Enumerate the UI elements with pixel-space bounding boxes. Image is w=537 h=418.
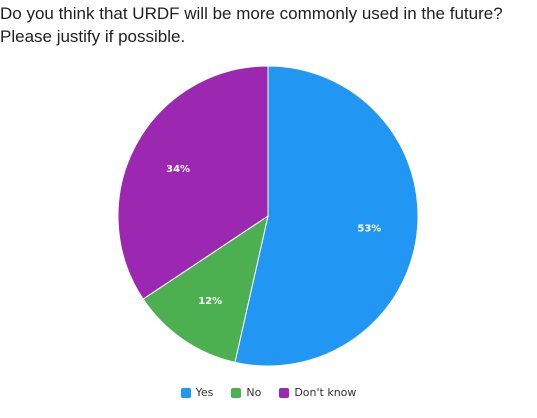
- chart-title: Do you think that URDF will be more comm…: [0, 4, 503, 46]
- slice-label-don-t-know: 34%: [166, 164, 190, 175]
- legend: Yes No Don't know: [0, 386, 537, 399]
- legend-swatch-yes: [180, 387, 191, 398]
- legend-swatch-no: [231, 387, 242, 398]
- pie-slice-no[interactable]: [142, 214, 269, 363]
- slice-labels: 53% 12% 34%: [166, 164, 381, 307]
- pie-slice-don-t-know[interactable]: [117, 65, 269, 300]
- legend-item-dont-know[interactable]: Don't know: [279, 386, 356, 399]
- legend-label-dont-know: Don't know: [294, 386, 357, 399]
- legend-label-yes: Yes: [195, 386, 214, 399]
- pie-slices: [117, 65, 419, 367]
- legend-label-no: No: [246, 386, 262, 399]
- legend-item-yes[interactable]: Yes: [180, 386, 214, 399]
- legend-item-no[interactable]: No: [231, 386, 261, 399]
- slice-label-yes: 53%: [357, 223, 381, 234]
- pie-slice-yes[interactable]: [234, 65, 419, 367]
- legend-swatch-dont-know: [279, 387, 290, 398]
- slice-label-no: 12%: [198, 296, 222, 307]
